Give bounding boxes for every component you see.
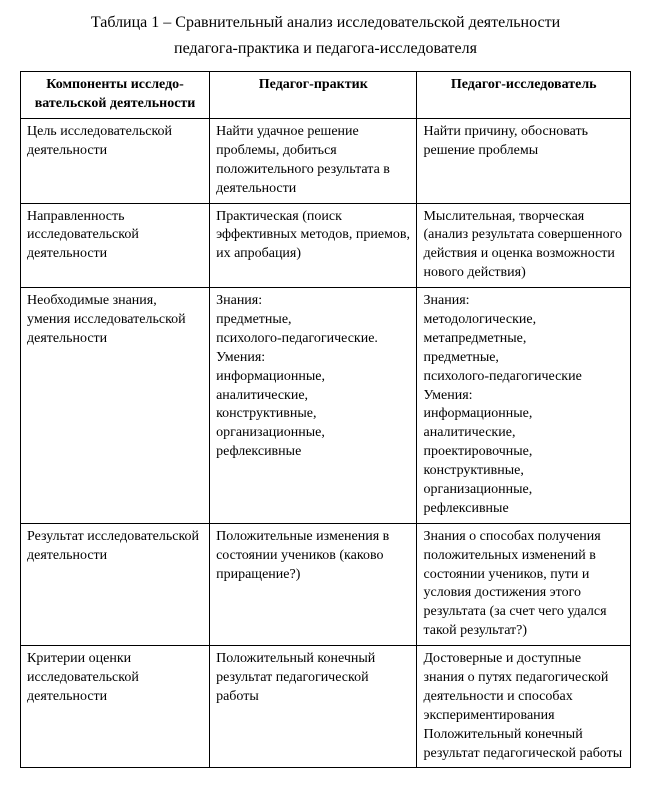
table-row: Результат исследовательской деятельности…	[21, 523, 631, 645]
cell-component: Цель исследовательской деятельности	[21, 118, 210, 203]
col-header-practitioner: Педагог-практик	[210, 72, 417, 119]
caption-line-2: педагога-практика и педагога-исследовате…	[174, 40, 477, 57]
cell-component: Необходимые знания, умения исследователь…	[21, 288, 210, 524]
col-header-researcher: Педагог-исследователь	[417, 72, 631, 119]
cell-practitioner: Практическая (поиск эффективных методов,…	[210, 203, 417, 288]
cell-component: Результат исследовательской деятельности	[21, 523, 210, 645]
cell-researcher: Знания: методологические,метапредметные,…	[417, 288, 631, 524]
table-row: Критерии оценки исследовательской деятел…	[21, 646, 631, 768]
cell-researcher: Достоверные и доступные знания о путях п…	[417, 646, 631, 768]
cell-component: Критерии оценки исследовательской деятел…	[21, 646, 210, 768]
caption-line-1: Таблица 1 – Сравнительный анализ исследо…	[91, 14, 560, 31]
cell-practitioner: Положительные изменения в состоянии учен…	[210, 523, 417, 645]
cell-researcher: Знания о способах получения положительны…	[417, 523, 631, 645]
cell-practitioner: Знания:предметные,психолого-педагогическ…	[210, 288, 417, 524]
cell-practitioner: Найти удачное решение проблемы, добиться…	[210, 118, 417, 203]
table-row: Цель исследовательской деятельности Найт…	[21, 118, 631, 203]
cell-practitioner: Положительный конечный результат педагог…	[210, 646, 417, 768]
col-header-components: Компоненты исследо-вательской деятельнос…	[21, 72, 210, 119]
table-row: Направленность исследовательской деятель…	[21, 203, 631, 288]
cell-researcher: Мыслительная, творческая (анализ результ…	[417, 203, 631, 288]
cell-component: Направленность исследовательской деятель…	[21, 203, 210, 288]
table-row: Необходимые знания, умения исследователь…	[21, 288, 631, 524]
table-caption: Таблица 1 – Сравнительный анализ исследо…	[20, 10, 631, 61]
cell-researcher: Найти причину, обосновать решение пробле…	[417, 118, 631, 203]
table-header-row: Компоненты исследо-вательской деятельнос…	[21, 72, 631, 119]
comparison-table: Компоненты исследо-вательской деятельнос…	[20, 71, 631, 768]
